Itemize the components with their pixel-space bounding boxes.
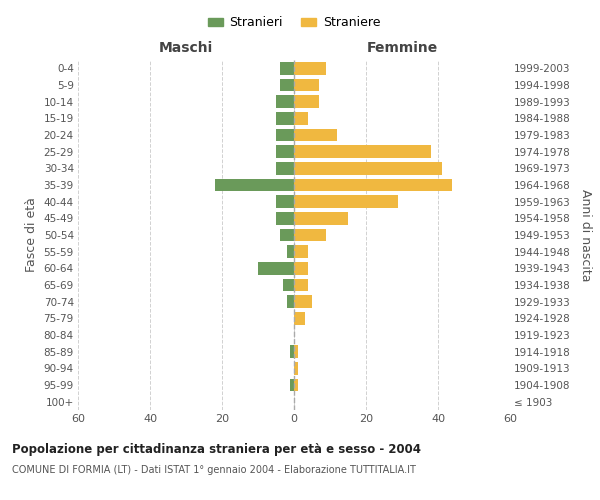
- Bar: [294, 96, 319, 108]
- Bar: [294, 379, 298, 391]
- Bar: [294, 279, 308, 291]
- Bar: [276, 196, 294, 208]
- Bar: [294, 62, 326, 74]
- Bar: [290, 346, 294, 358]
- Bar: [294, 229, 326, 241]
- Text: Maschi: Maschi: [159, 41, 213, 55]
- Bar: [280, 79, 294, 92]
- Bar: [294, 346, 298, 358]
- Bar: [294, 146, 431, 158]
- Bar: [276, 212, 294, 224]
- Bar: [294, 129, 337, 141]
- Bar: [294, 179, 452, 192]
- Bar: [276, 146, 294, 158]
- Bar: [290, 379, 294, 391]
- Y-axis label: Anni di nascita: Anni di nascita: [579, 188, 592, 281]
- Bar: [258, 262, 294, 274]
- Bar: [215, 179, 294, 192]
- Bar: [294, 112, 308, 124]
- Bar: [276, 162, 294, 174]
- Bar: [276, 112, 294, 124]
- Bar: [276, 96, 294, 108]
- Y-axis label: Fasce di età: Fasce di età: [25, 198, 38, 272]
- Bar: [294, 296, 312, 308]
- Bar: [294, 162, 442, 174]
- Bar: [294, 79, 319, 92]
- Text: COMUNE DI FORMIA (LT) - Dati ISTAT 1° gennaio 2004 - Elaborazione TUTTITALIA.IT: COMUNE DI FORMIA (LT) - Dati ISTAT 1° ge…: [12, 465, 416, 475]
- Bar: [294, 312, 305, 324]
- Bar: [294, 362, 298, 374]
- Text: Femmine: Femmine: [367, 41, 437, 55]
- Bar: [294, 212, 348, 224]
- Text: Popolazione per cittadinanza straniera per età e sesso - 2004: Popolazione per cittadinanza straniera p…: [12, 442, 421, 456]
- Bar: [280, 62, 294, 74]
- Bar: [294, 246, 308, 258]
- Legend: Stranieri, Straniere: Stranieri, Straniere: [203, 11, 385, 34]
- Bar: [287, 246, 294, 258]
- Bar: [294, 196, 398, 208]
- Bar: [287, 296, 294, 308]
- Bar: [280, 229, 294, 241]
- Bar: [294, 262, 308, 274]
- Bar: [276, 129, 294, 141]
- Bar: [283, 279, 294, 291]
